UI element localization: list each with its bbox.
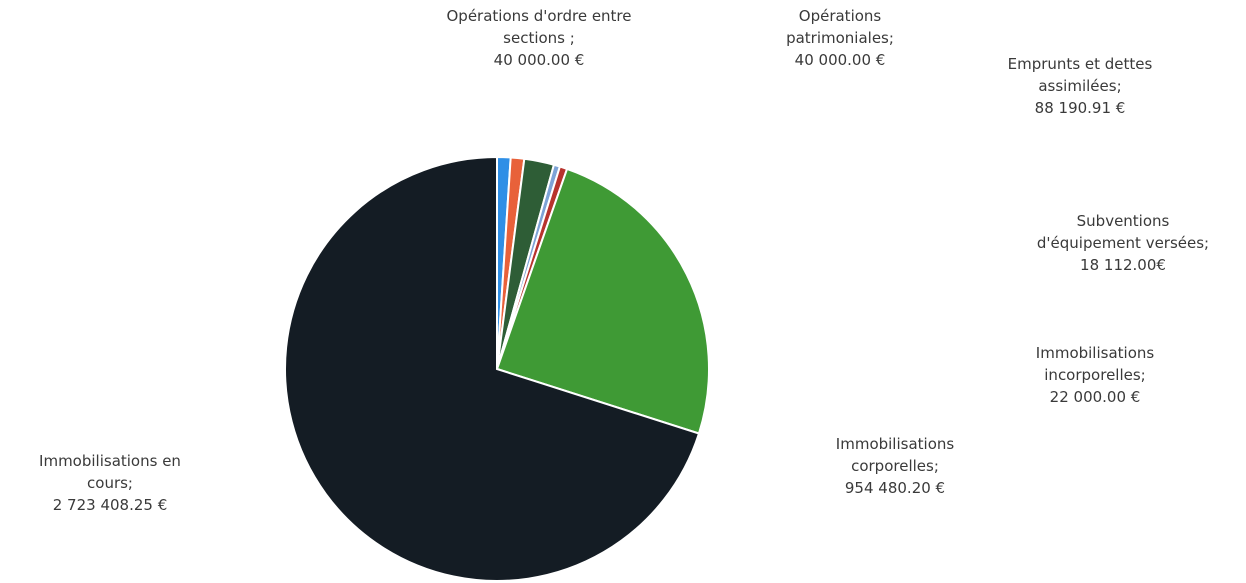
- label-corporelles-value: 954 480.20 €: [844, 479, 946, 497]
- label-subventions: Subventions d'équipement versées; 18 112…: [1000, 210, 1246, 276]
- label-operations-ordre-line-1: Opérations d'ordre entre: [446, 7, 632, 25]
- label-emprunts-value: 88 190.91 €: [1034, 99, 1126, 117]
- pie-slices: [284, 155, 710, 582]
- label-immobilisations-corporelles: Immobilisations corporelles; 954 480.20 …: [790, 433, 1000, 499]
- label-emprunts-line-2: assimilées;: [1038, 77, 1122, 95]
- label-operations-patrimoniales: Opérations patrimoniales; 40 000.00 €: [740, 5, 940, 71]
- label-corporelles-line-1: Immobilisations: [835, 435, 955, 453]
- label-en-cours-line-2: cours;: [87, 474, 133, 492]
- label-emprunts: Emprunts et dettes assimilées; 88 190.91…: [960, 53, 1200, 119]
- label-operations-ordre: Opérations d'ordre entre sections ; 40 0…: [394, 5, 684, 71]
- label-subventions-value: 18 112.00€: [1080, 256, 1166, 274]
- label-incorporelles-value: 22 000.00 €: [1049, 388, 1141, 406]
- label-en-cours-value: 2 723 408.25 €: [52, 496, 168, 514]
- label-incorporelles-line-1: Immobilisations: [1035, 344, 1155, 362]
- label-operations-patrimoniales-value: 40 000.00 €: [794, 51, 886, 69]
- label-subventions-line-2: d'équipement versées;: [1036, 234, 1210, 252]
- pie-slice-encours: [284, 155, 701, 582]
- label-immobilisations-incorporelles: Immobilisations incorporelles; 22 000.00…: [990, 342, 1200, 408]
- label-operations-ordre-value: 40 000.00 €: [493, 51, 585, 69]
- label-operations-patrimoniales-line-1: Opérations: [798, 7, 882, 25]
- label-en-cours-line-1: Immobilisations en: [39, 452, 181, 470]
- label-immobilisations-en-cours: Immobilisations en cours; 2 723 408.25 €: [0, 450, 220, 516]
- label-incorporelles-line-2: incorporelles;: [1044, 366, 1146, 384]
- label-operations-patrimoniales-line-2: patrimoniales;: [786, 29, 894, 47]
- label-operations-ordre-line-2: sections ;: [503, 29, 575, 47]
- pie-slice-corporelles: [495, 167, 710, 435]
- label-corporelles-line-2: corporelles;: [851, 457, 939, 475]
- label-subventions-line-1: Subventions: [1076, 212, 1170, 230]
- label-emprunts-line-1: Emprunts et dettes: [1007, 55, 1153, 73]
